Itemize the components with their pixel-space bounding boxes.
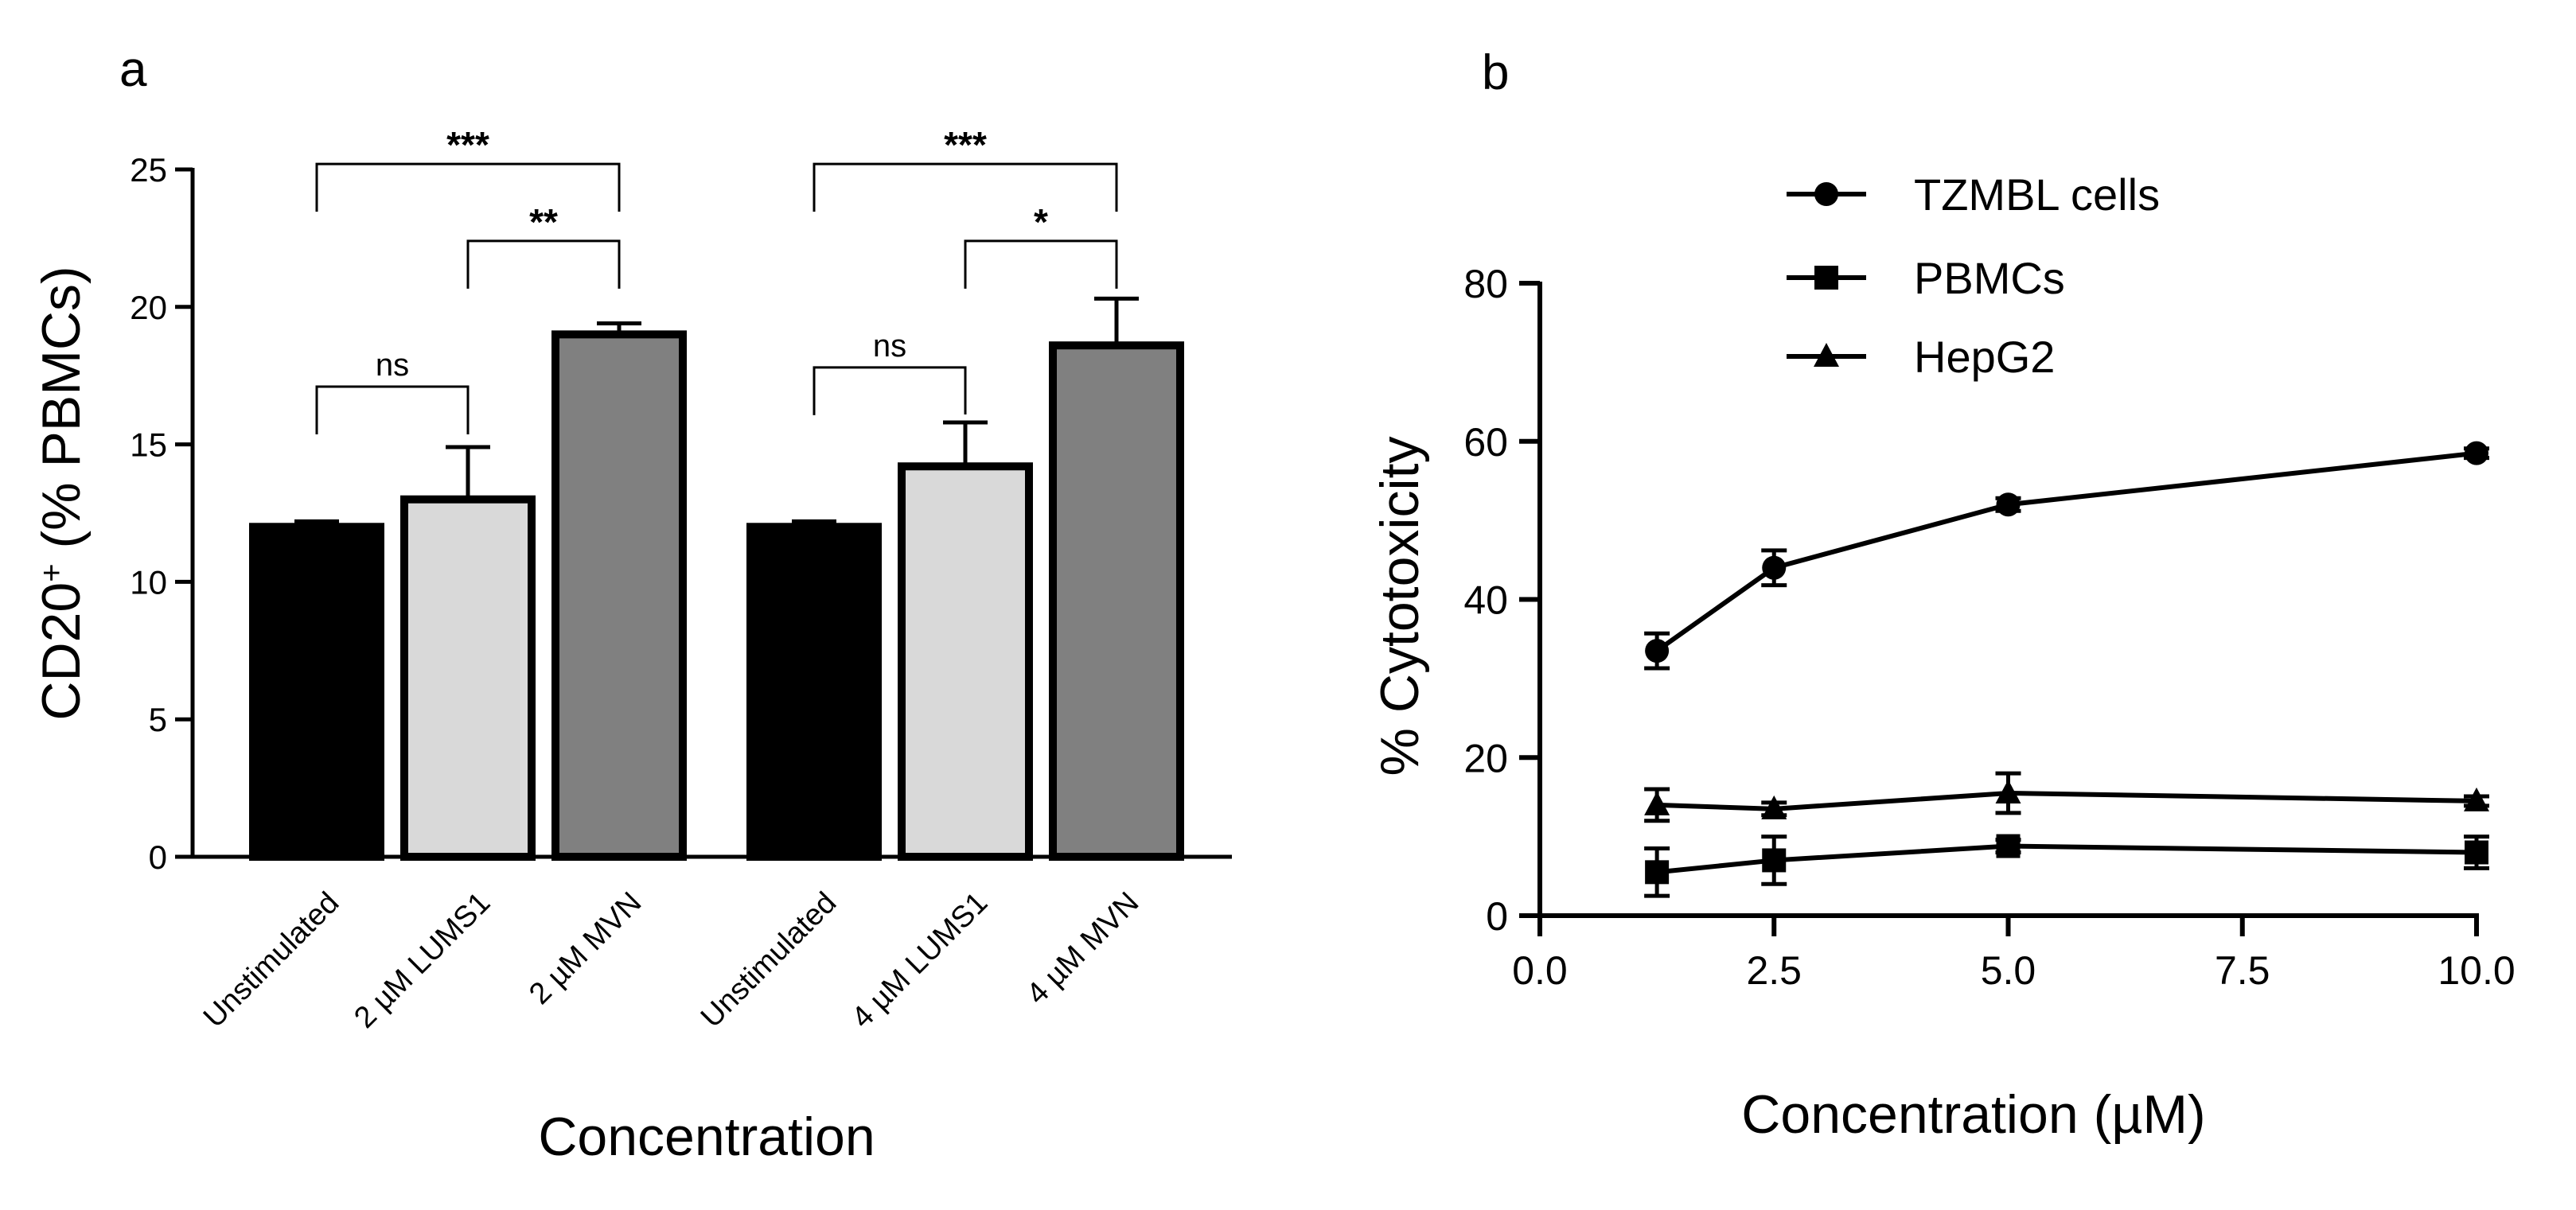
legend-label-tzmbl-cells: TZMBL cells: [1914, 169, 2160, 220]
panel-a-bar: [551, 330, 687, 861]
panel-a-significance-bracket: [315, 162, 621, 212]
data-point-pbmcs: [2465, 840, 2488, 865]
panel-b-y-tick-label: 60: [1463, 420, 1508, 465]
series-line-hepg2: [1657, 790, 2477, 811]
panel-a-significance-label: **: [529, 201, 558, 243]
legend-label-hepg2: HepG2: [1914, 332, 2055, 382]
panel-a-ylabel: CD20+ (% PBMCs): [31, 266, 92, 720]
panel-a-ylabel-sup: +: [34, 563, 69, 582]
panel-a-significance-bracket: [964, 239, 1118, 289]
panel-a-bar: [898, 462, 1033, 861]
panel-a-bar: [249, 523, 384, 862]
panel-a-label: a: [119, 42, 147, 97]
series-line-pbmcs: [1656, 843, 2477, 875]
panel-b-x-tick-label: 0.0: [1512, 948, 1568, 993]
panel-a-bar: [400, 495, 536, 861]
panel-a-ylabel-rest: (% PBMCs): [31, 266, 92, 563]
panel-a-category-label: 2 µM LUMS1: [348, 886, 497, 1035]
panel-a-significance-bracket: [466, 239, 621, 289]
data-point-tzmbl-cells: [2465, 441, 2488, 465]
legend-marker-tzmbl-cells: [1814, 182, 1838, 206]
panel-b-x-tick-label: 2.5: [1746, 948, 1802, 993]
panel-a-ylabel-main: CD20: [31, 582, 92, 721]
panel-a-category-label: 4 µM LUMS1: [845, 886, 994, 1035]
panel-b-x-tick-label: 5.0: [1981, 948, 2036, 993]
panel-b-x-tick-label: 10.0: [2438, 948, 2515, 993]
legend-marker-hepg2: [1814, 343, 1839, 367]
panel-a-y-tick-label: 0: [149, 838, 167, 876]
panel-b-y-tick-label: 20: [1463, 736, 1508, 780]
panel-a-category-label: Unstimulated: [197, 886, 346, 1035]
data-point-tzmbl-cells: [1762, 555, 1787, 580]
panel-b-ylabel: % Cytotoxicity: [1370, 437, 1430, 776]
panel-a-y-tick-label: 15: [130, 426, 167, 464]
data-point-tzmbl-cells: [1645, 639, 1670, 663]
data-point-pbmcs: [1996, 834, 2021, 858]
panel-a-significance-bracket: [315, 385, 470, 435]
panel-a-significance-bracket: [813, 162, 1118, 212]
data-point-hepg2: [1761, 795, 1787, 819]
data-point-tzmbl-cells: [1996, 492, 2021, 517]
data-point-pbmcs: [1645, 860, 1670, 885]
panel-a-category-label: 2 µM MVN: [523, 886, 648, 1011]
panel-a-y-tick-label: 5: [149, 701, 167, 738]
panel-b-x-tick-label: 7.5: [2215, 948, 2270, 993]
panel-a-significance-label: ***: [446, 124, 489, 165]
panel-a-significance-label: ns: [376, 348, 409, 383]
panel-b-chart: 0 20 40 60 80 0.0 2.5 5.0 7.5 10.0 TZMBL cells PBMC…: [1463, 169, 2515, 993]
data-point-pbmcs: [1762, 848, 1787, 873]
panel-a-category-label: Unstimulated: [695, 886, 844, 1035]
panel-a-xlabel: Concentration: [538, 1107, 875, 1167]
legend-label-pbmcs: PBMCs: [1914, 253, 2065, 303]
series-line-tzmbl-cells: [1655, 450, 2477, 653]
panel-a-y-tick-label: 25: [130, 151, 167, 189]
legend-marker-pbmcs: [1814, 266, 1838, 290]
panel-b-y-tick-label: 0: [1486, 894, 1508, 939]
panel-b-y-tick-label: 80: [1463, 262, 1508, 306]
panel-a-bar: [746, 523, 882, 862]
panel-a-significance-label: *: [1034, 201, 1048, 243]
data-point-hepg2: [1644, 791, 1670, 815]
data-point-hepg2: [2464, 787, 2489, 811]
panel-a-significance-bracket: [813, 366, 967, 415]
panel-a-bar: [1049, 341, 1184, 861]
panel-b-label: b: [1482, 45, 1509, 100]
panel-b-xlabel: Concentration (µM): [1741, 1084, 2205, 1145]
panel-a-significance-label: ***: [944, 124, 987, 165]
data-point-hepg2: [1995, 779, 2021, 803]
panel-a-significance-label: ns: [873, 329, 906, 364]
panel-a-y-tick-label: 20: [130, 289, 167, 326]
panel-a-y-tick-label: 10: [130, 563, 167, 601]
panel-b-y-tick-label: 40: [1463, 578, 1508, 623]
panel-a-category-label: 4 µM MVN: [1020, 886, 1145, 1011]
